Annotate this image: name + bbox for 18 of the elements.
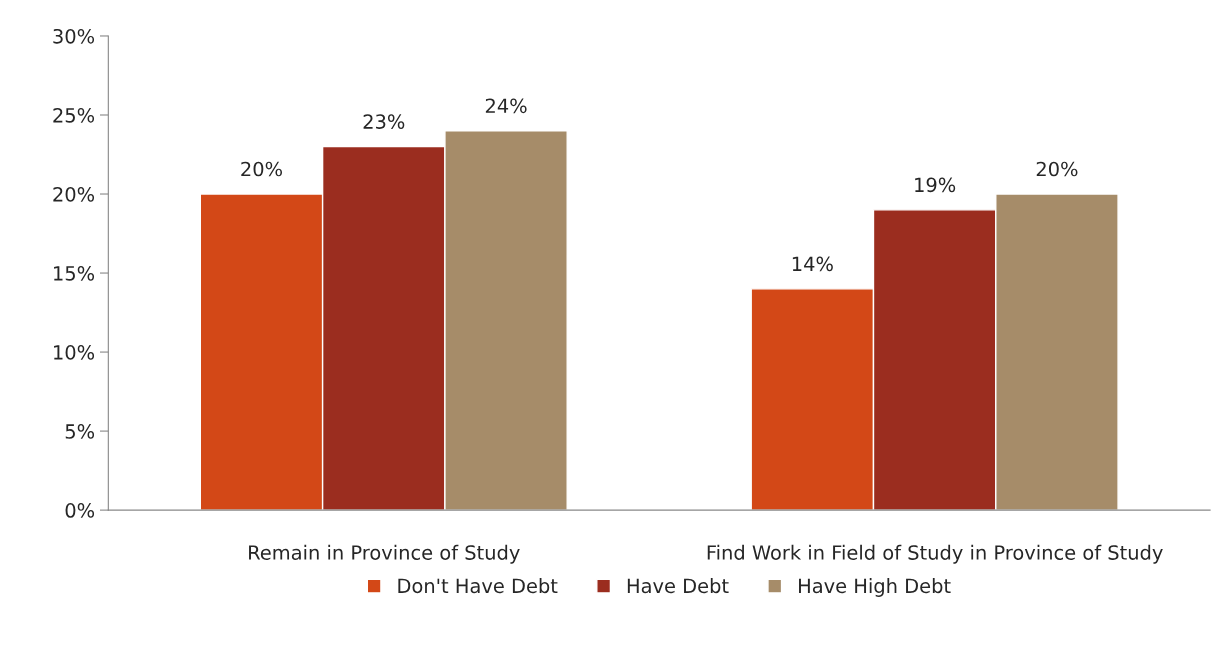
legend-label: Have High Debt (799, 578, 951, 597)
y-tick-label: 30% (53, 28, 95, 44)
x-tick-label: Remain in Province of Study (249, 544, 520, 564)
data-label: 23% (363, 114, 405, 129)
legend-label: Have Debt (627, 578, 729, 594)
data-label: 14% (792, 256, 833, 272)
y-tick-label: 5% (65, 424, 95, 439)
data-label: 19% (915, 177, 956, 193)
data-label: 24% (485, 98, 527, 114)
y-tick-label: 10% (54, 345, 95, 360)
y-tick-label: 15% (54, 266, 95, 281)
y-tick-label: 0% (65, 503, 95, 518)
data-label: 20% (241, 161, 283, 177)
y-tick-label: 25% (53, 107, 95, 123)
data-label: 20% (1036, 161, 1078, 177)
x-tick-label: Find Work in Field of Study in Province of Study (707, 544, 1163, 564)
y-tick-label: 20% (53, 186, 95, 202)
legend-label: Don't Have Debt (398, 578, 558, 594)
